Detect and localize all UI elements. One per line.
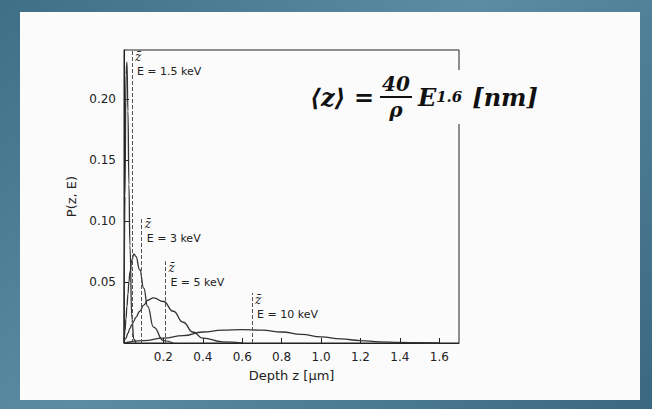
svg-text:1.6: 1.6: [430, 350, 449, 364]
svg-text:z̄: z̄: [144, 217, 152, 231]
svg-text:0.05: 0.05: [89, 275, 116, 289]
svg-text:0.15: 0.15: [89, 153, 116, 167]
svg-text:1.0: 1.0: [312, 350, 331, 364]
svg-text:Depth z [µm]: Depth z [µm]: [249, 368, 335, 383]
svg-text:0.10: 0.10: [89, 214, 116, 228]
svg-text:z̄: z̄: [134, 50, 142, 64]
html-text:ρ: ρ: [389, 98, 403, 122]
svg-text:0.2: 0.2: [154, 350, 173, 364]
svg-text:1.4: 1.4: [390, 350, 409, 364]
svg-text:E = 1.5 keV: E = 1.5 keV: [137, 65, 202, 78]
html-text:⟨z⟩ = 40: ⟨z⟩ = 40: [310, 72, 410, 112]
svg-text:0.6: 0.6: [233, 350, 252, 364]
svg-text:0.4: 0.4: [193, 350, 212, 364]
svg-text:z̄: z̄: [254, 293, 262, 307]
html-text:E1.6 [nm]: E1.6 [nm]: [417, 82, 538, 112]
svg-text:1.2: 1.2: [351, 350, 370, 364]
svg-text:P(z, E): P(z, E): [64, 176, 79, 217]
svg-text:E = 5 keV: E = 5 keV: [170, 276, 224, 289]
svg-text:E = 3 keV: E = 3 keV: [147, 232, 201, 245]
svg-text:0.8: 0.8: [272, 350, 291, 364]
svg-text:0.20: 0.20: [89, 92, 116, 106]
svg-text:E = 10 keV: E = 10 keV: [257, 308, 318, 321]
svg-text:z̄: z̄: [167, 261, 175, 275]
